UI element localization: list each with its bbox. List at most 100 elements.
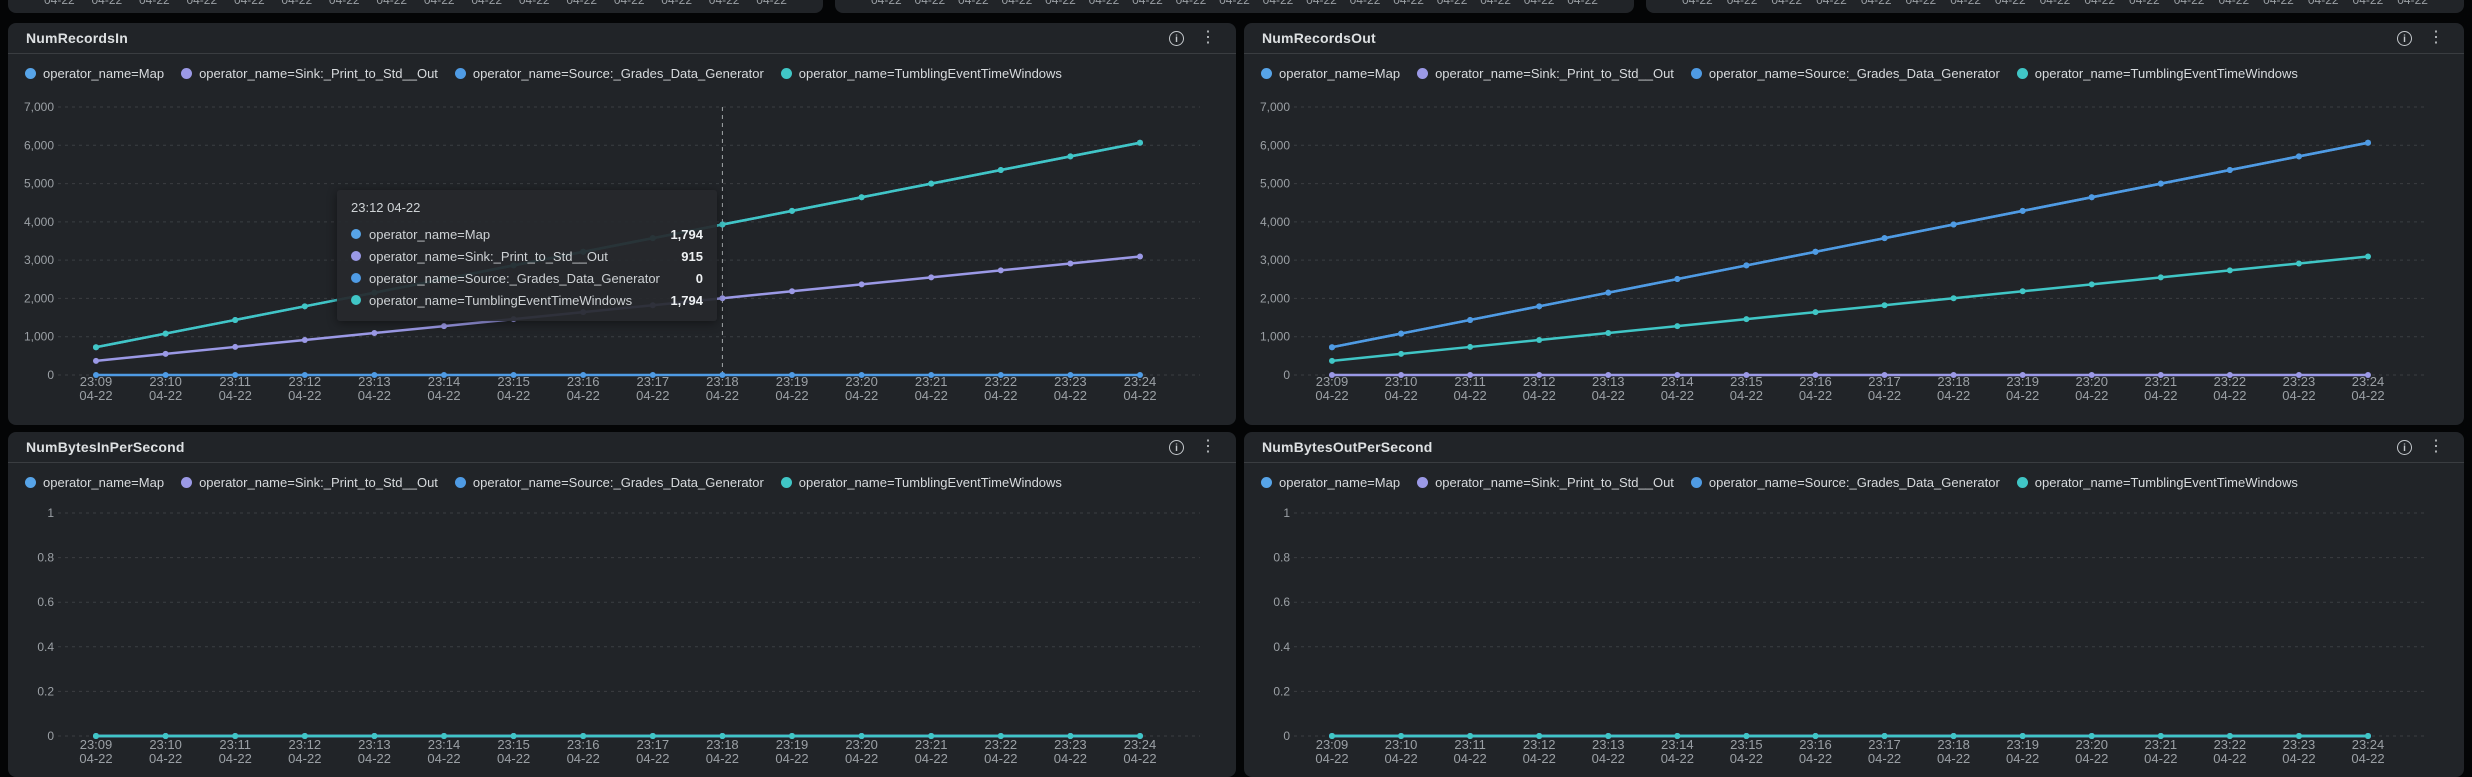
kebab-menu-icon[interactable]: ⋮: [2428, 438, 2444, 455]
cropped-x-axis-date-label: 04-22: [661, 0, 692, 7]
y-axis-tick-label: 4,000: [24, 215, 54, 229]
x-axis-time-label: 23:09: [1316, 737, 1349, 752]
chart-plot-area-numbytesinpersecond[interactable]: 00.20.40.60.8123:0904-2223:1004-2223:110…: [8, 432, 1236, 777]
cropped-panel-3: 04-22 04-22 04-22 04-22 04-22 04-22 04-22 04-22…: [1646, 0, 2464, 13]
legend-item-operator-name-sink-print-to-std-out[interactable]: operator_name=Sink:_Print_to_Std__Out: [1417, 475, 1674, 490]
x-axis-time-label: 23:23: [2283, 737, 2316, 752]
x-axis-time-label: 23:19: [2006, 374, 2039, 389]
legend-item-operator-name-sink-print-to-std-out[interactable]: operator_name=Sink:_Print_to_Std__Out: [1417, 66, 1674, 81]
cropped-x-axis-date-label: 04-22: [1262, 0, 1294, 7]
x-axis-time-label: 23:20: [845, 374, 878, 389]
info-icon[interactable]: i: [1169, 30, 1184, 46]
legend-item-operator-name-map[interactable]: operator_name=Map: [1261, 475, 1400, 490]
y-axis-tick-label: 2,000: [1260, 291, 1290, 305]
legend-item-operator-name-source-grades-data-generator[interactable]: operator_name=Source:_Grades_Data_Genera…: [1690, 475, 2000, 490]
x-axis-date-label: 04-22: [1868, 751, 1901, 766]
kebab-menu-icon[interactable]: ⋮: [1200, 438, 1216, 455]
legend-item-operator-name-tumblingeventtimewindows[interactable]: operator_name=TumblingEventTimeWindows: [2016, 66, 2298, 81]
y-axis-tick-label: 0.6: [37, 595, 54, 609]
x-axis-date-label: 04-22: [2351, 388, 2384, 403]
x-axis-date-label: 04-22: [636, 388, 669, 403]
legend-item-operator-name-tumblingeventtimewindows[interactable]: operator_name=TumblingEventTimeWindows: [780, 66, 1062, 81]
x-axis-time-label: 23:17: [1868, 737, 1901, 752]
cropped-x-axis-date-label: 04-22: [1726, 0, 1758, 7]
cropped-x-axis-date-label: 04-22: [186, 0, 218, 7]
x-axis-date-label: 04-22: [706, 388, 739, 403]
x-axis-date-label: 04-22: [775, 388, 808, 403]
tooltip-series-value: 1,794: [670, 226, 703, 242]
legend-color-dot: [454, 68, 466, 79]
legend-item-operator-name-sink-print-to-std-out[interactable]: operator_name=Sink:_Print_to_Std__Out: [181, 475, 438, 490]
tooltip-timestamp: 23:12 04-22: [351, 200, 421, 215]
info-icon[interactable]: i: [2397, 30, 2412, 46]
legend-color-dot: [25, 68, 36, 79]
legend-label: operator_name=Map: [43, 66, 165, 81]
legend-item-operator-name-map[interactable]: operator_name=Map: [25, 475, 164, 490]
x-axis-date-label: 04-22: [1123, 751, 1156, 766]
x-axis-time-label: 23:15: [1730, 737, 1763, 752]
x-axis-time-label: 23:23: [1054, 374, 1087, 389]
info-icon[interactable]: i: [2397, 439, 2412, 455]
x-axis-time-label: 23:15: [497, 374, 530, 389]
cropped-panel-1: 04-22 04-22 04-22 04-22 04-22 04-22 04-22 04-22…: [8, 0, 823, 13]
chart-plot-area-numbytesoutpersecond[interactable]: 00.20.40.60.8123:0904-2223:1004-2223:110…: [1244, 432, 2464, 777]
panel-header: NumBytesOutPerSecond i ⋮: [1244, 432, 2464, 463]
kebab-menu-icon[interactable]: ⋮: [1200, 29, 1216, 46]
cropped-x-axis-date-label: 04-22: [1682, 0, 1713, 7]
x-axis-date-label: 04-22: [2006, 388, 2039, 403]
cropped-x-axis-date-label: 04-22: [1523, 0, 1555, 7]
info-icon[interactable]: i: [1169, 439, 1184, 455]
legend-item-operator-name-tumblingeventtimewindows[interactable]: operator_name=TumblingEventTimeWindows: [780, 475, 1062, 490]
chart-plot-area-numrecordsout[interactable]: 0 1,000 2,000 3,000 4,000 5,000 6,000 7,000 23:0…: [1244, 23, 2464, 425]
x-axis-time-label: 23:21: [2145, 374, 2178, 389]
kebab-menu-icon[interactable]: ⋮: [2428, 29, 2444, 46]
x-axis-time-label: 23:22: [985, 737, 1018, 752]
x-axis-time-label: 23:19: [776, 374, 809, 389]
tooltip-series-name: operator_name=TumblingEventTimeWindows: [369, 292, 633, 308]
cropped-x-axis-date-label: 04-22: [1175, 0, 1207, 7]
x-axis-time-label: 23:15: [1730, 374, 1763, 389]
x-axis-time-label: 23:24: [2352, 374, 2385, 389]
cropped-x-axis-date-label: 04-22: [2307, 0, 2339, 7]
cropped-x-axis-date-label: 04-22: [914, 0, 946, 7]
cropped-x-axis-date-label: 04-22: [91, 0, 123, 7]
legend-label: operator_name=TumblingEventTimeWindows: [2034, 475, 2298, 490]
x-axis-date-label: 04-22: [79, 751, 112, 766]
chart-legend: operator_name=Map operator_name=Sink:_Pri…: [1261, 66, 2298, 81]
legend-label: operator_name=Sink:_Print_to_Std__Out: [199, 66, 438, 81]
legend-item-operator-name-source-grades-data-generator[interactable]: operator_name=Source:_Grades_Data_Genera…: [454, 66, 764, 81]
cropped-x-axis-date-label: 04-22: [1306, 0, 1337, 7]
x-axis-time-label: 23:18: [1937, 374, 1970, 389]
chart-plot-area-numrecordsin[interactable]: 0 1,000 2,000 3,000 4,000 5,000 6,000 7,000 23:0…: [8, 23, 1236, 425]
legend-item-operator-name-map[interactable]: operator_name=Map: [25, 66, 164, 81]
legend-label: operator_name=Sink:_Print_to_Std__Out: [1435, 475, 1674, 490]
x-axis-date-label: 04-22: [845, 751, 878, 766]
chart-legend: operator_name=Map operator_name=Sink:_Pri…: [25, 475, 1062, 490]
cropped-x-axis-date-label: 04-22: [1393, 0, 1424, 7]
legend-color-dot: [2016, 68, 2028, 79]
legend-item-operator-name-source-grades-data-generator[interactable]: operator_name=Source:_Grades_Data_Genera…: [454, 475, 764, 490]
legend-label: operator_name=Source:_Grades_Data_Genera…: [1708, 66, 2000, 81]
cropped-x-axis-date-label: 04-22: [2039, 0, 2071, 7]
legend-label: operator_name=Map: [1279, 475, 1401, 490]
legend-label: operator_name=Sink:_Print_to_Std__Out: [199, 475, 438, 490]
legend-item-operator-name-tumblingeventtimewindows[interactable]: operator_name=TumblingEventTimeWindows: [2016, 475, 2298, 490]
y-axis-tick-label: 0.6: [1273, 595, 1290, 609]
cropped-x-axis-date-label: 04-22: [1905, 0, 1937, 7]
x-axis-date-label: 04-22: [358, 751, 391, 766]
x-axis-time-label: 23:20: [2075, 374, 2108, 389]
legend-item-operator-name-source-grades-data-generator[interactable]: operator_name=Source:_Grades_Data_Genera…: [1690, 66, 2000, 81]
x-axis-date-label: 04-22: [219, 388, 252, 403]
x-axis-time-label: 23:22: [2214, 374, 2247, 389]
cropped-x-axis-date-label: 04-22: [138, 0, 170, 7]
x-axis-time-label: 23:18: [706, 737, 739, 752]
x-axis-time-label: 23:16: [567, 374, 600, 389]
x-axis-time-label: 23:16: [1799, 737, 1832, 752]
legend-item-operator-name-map[interactable]: operator_name=Map: [1261, 66, 1400, 81]
x-axis-time-label: 23:23: [2283, 374, 2316, 389]
legend-color-dot: [780, 477, 792, 488]
legend-item-operator-name-sink-print-to-std-out[interactable]: operator_name=Sink:_Print_to_Std__Out: [181, 66, 438, 81]
cropped-x-axis-date-label: 04-22: [1567, 0, 1598, 7]
panel-header: NumRecordsOut i ⋮: [1244, 23, 2464, 54]
x-axis-date-label: 04-22: [567, 751, 600, 766]
